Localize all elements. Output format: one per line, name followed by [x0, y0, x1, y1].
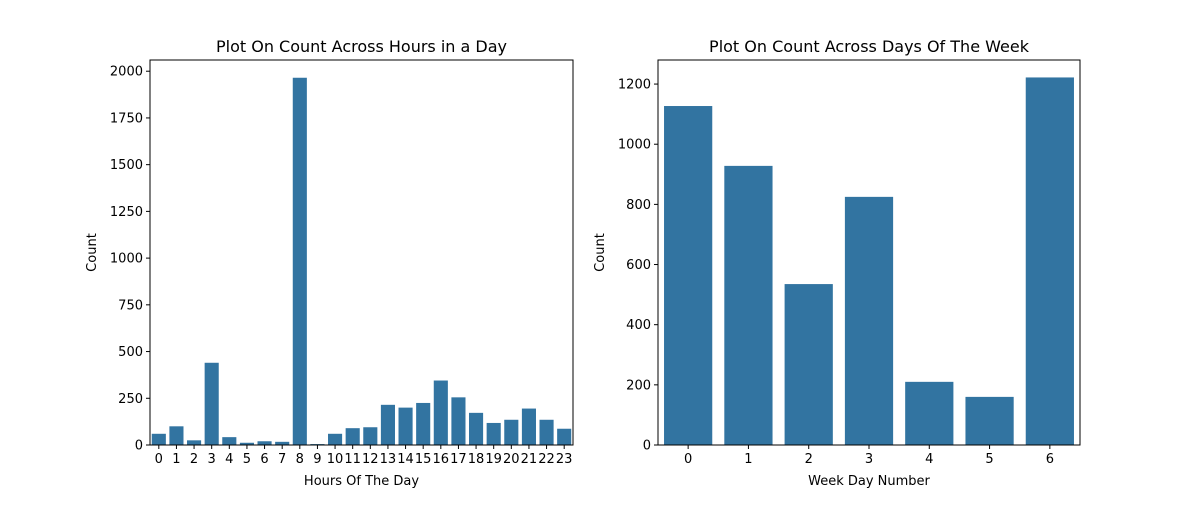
x-tick-label: 18	[468, 452, 485, 467]
bar	[451, 397, 466, 445]
y-tick-label: 200	[626, 378, 651, 393]
bar	[905, 381, 954, 445]
hours-chart: 0 1 2 3 4 5 6 7 8 9 10 11 12 13 14 15 16 17 18 19 20 21 22 2302…	[85, 37, 574, 489]
y-tick-label: 250	[118, 392, 143, 407]
x-tick-label: 3	[208, 452, 216, 467]
bar	[486, 422, 501, 445]
x-tick-label: 1	[744, 452, 752, 467]
bar	[724, 165, 773, 446]
bar	[328, 433, 343, 445]
x-tick-label: 2	[805, 452, 813, 467]
bar	[416, 402, 431, 445]
x-tick-label: 4	[925, 452, 933, 467]
bar	[363, 427, 378, 445]
x-tick-label: 23	[556, 452, 573, 467]
x-tick-label: 5	[243, 452, 251, 467]
x-tick-label: 4	[225, 452, 233, 467]
bar	[380, 404, 395, 445]
y-tick-label: 400	[626, 318, 651, 333]
bar	[151, 433, 166, 445]
y-tick-label: 2000	[110, 65, 143, 80]
bar	[292, 77, 307, 445]
x-tick-label: 14	[397, 452, 414, 467]
x-tick-label: 8	[296, 452, 304, 467]
x-tick-label: 6	[1046, 452, 1054, 467]
x-tick-label: 11	[344, 452, 361, 467]
x-tick-label: 9	[313, 452, 321, 467]
bar	[345, 428, 360, 445]
weekday-chart: 0 1 2 3 4 5 6 0 200 400 600 800 1000 1200 Plot On Coun…	[593, 37, 1081, 489]
x-tick-label: 7	[278, 452, 286, 467]
y-tick-label: 1250	[110, 205, 143, 220]
chart-title: Plot On Count Across Days Of The Week	[709, 37, 1030, 56]
y-tick-label: 0	[135, 439, 143, 454]
bar	[844, 196, 894, 445]
bar	[557, 428, 572, 445]
x-tick-label: 22	[538, 452, 555, 467]
bar	[222, 437, 237, 445]
y-tick-label: 1750	[110, 111, 143, 126]
y-axis-label: Count	[593, 233, 608, 272]
x-tick-label: 0	[155, 452, 163, 467]
bar	[187, 440, 202, 445]
x-tick-label: 16	[433, 452, 450, 467]
y-tick-label: 0	[643, 439, 651, 454]
chart-title: Plot On Count Across Hours in a Day	[216, 37, 507, 56]
x-tick-label: 2	[190, 452, 198, 467]
bar	[398, 407, 413, 445]
bar	[539, 419, 554, 445]
x-axis-label: Hours Of The Day	[304, 474, 419, 489]
x-tick-label: 0	[684, 452, 692, 467]
y-axis-label: Count	[85, 233, 100, 272]
x-axis-label: Week Day Number	[808, 474, 930, 489]
y-tick-label: 800	[626, 198, 651, 213]
x-tick-label: 19	[485, 452, 502, 467]
bar	[504, 419, 519, 445]
y-tick-label: 1000	[110, 252, 143, 267]
bar	[664, 106, 713, 446]
y-tick-label: 750	[118, 298, 143, 313]
plot-frame	[149, 59, 574, 446]
bar	[469, 412, 484, 445]
x-tick-label: 21	[521, 452, 538, 467]
y-tick-label: 1000	[618, 138, 651, 153]
bar	[1025, 77, 1074, 445]
y-tick-label: 500	[118, 345, 143, 360]
bar	[275, 441, 290, 445]
x-tick-label: 20	[503, 452, 520, 467]
bar	[257, 441, 272, 445]
bar	[169, 426, 184, 445]
bar	[965, 396, 1014, 446]
x-tick-label: 15	[415, 452, 432, 467]
x-tick-label: 3	[865, 452, 873, 467]
x-tick-label: 5	[985, 452, 993, 467]
x-tick-label: 10	[327, 452, 344, 467]
y-tick-label: 1500	[110, 158, 143, 173]
bar	[204, 362, 219, 445]
bar	[433, 380, 448, 445]
x-tick-label: 6	[260, 452, 268, 467]
x-tick-label: 17	[450, 452, 467, 467]
x-tick-label: 13	[380, 452, 397, 467]
x-tick-label: 12	[362, 452, 379, 467]
bar	[521, 408, 536, 445]
bar	[239, 442, 254, 445]
bar	[784, 284, 833, 445]
y-tick-label: 600	[626, 258, 651, 273]
y-tick-label: 1200	[618, 78, 651, 93]
x-tick-label: 1	[172, 452, 180, 467]
